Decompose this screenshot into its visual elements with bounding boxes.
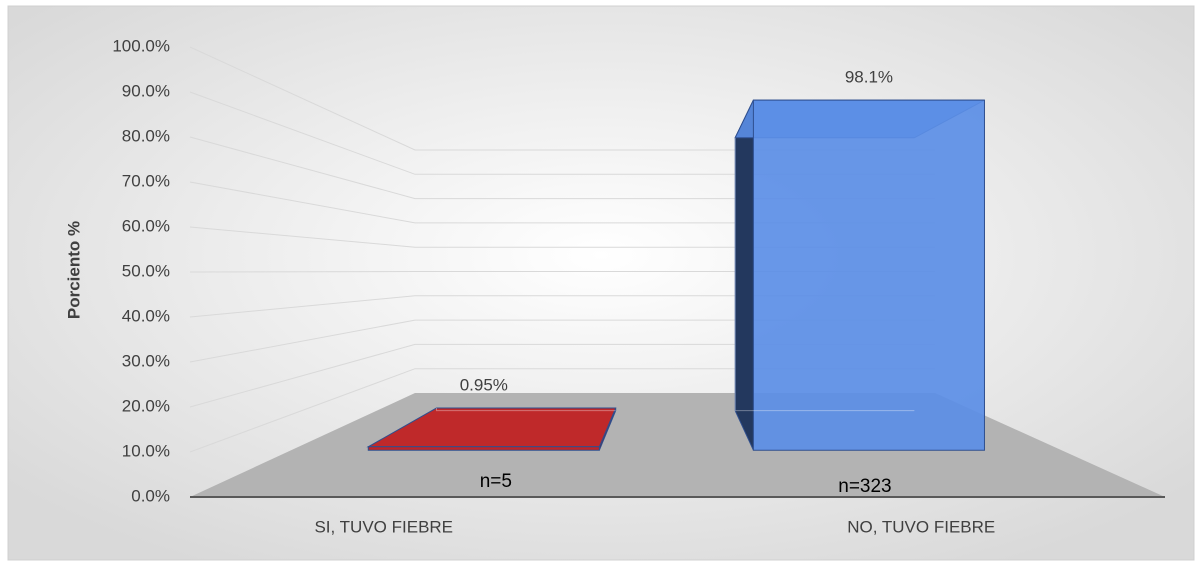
- y-axis-label: Porciento %: [64, 221, 83, 319]
- y-tick-label: 50.0%: [122, 261, 170, 280]
- bar: [366, 407, 617, 451]
- bar-edge: [734, 137, 915, 412]
- y-tick-label: 70.0%: [122, 171, 170, 190]
- data-label: 98.1%: [845, 68, 893, 87]
- bar-edge: [435, 408, 616, 412]
- y-tick-label: 10.0%: [122, 441, 170, 460]
- x-tick-label: SI, TUVO FIEBRE: [314, 517, 453, 536]
- bar: [734, 99, 985, 451]
- annotation: n=323: [838, 476, 891, 497]
- x-tick-label: NO, TUVO FIEBRE: [847, 517, 995, 536]
- annotation: n=5: [480, 471, 512, 492]
- y-tick-label: 0.0%: [131, 486, 170, 505]
- y-tick-label: 40.0%: [122, 306, 170, 325]
- bar-front: [752, 99, 985, 451]
- y-tick-label: 60.0%: [122, 216, 170, 235]
- y-tick-label: 90.0%: [122, 81, 170, 100]
- y-tick-label: 80.0%: [122, 126, 170, 145]
- bar-side: [734, 99, 754, 451]
- y-tick-label: 20.0%: [122, 396, 170, 415]
- data-label: 0.95%: [460, 376, 508, 395]
- y-tick-label: 100.0%: [112, 36, 170, 55]
- y-tick-label: 30.0%: [122, 351, 170, 370]
- bar-front: [367, 446, 600, 451]
